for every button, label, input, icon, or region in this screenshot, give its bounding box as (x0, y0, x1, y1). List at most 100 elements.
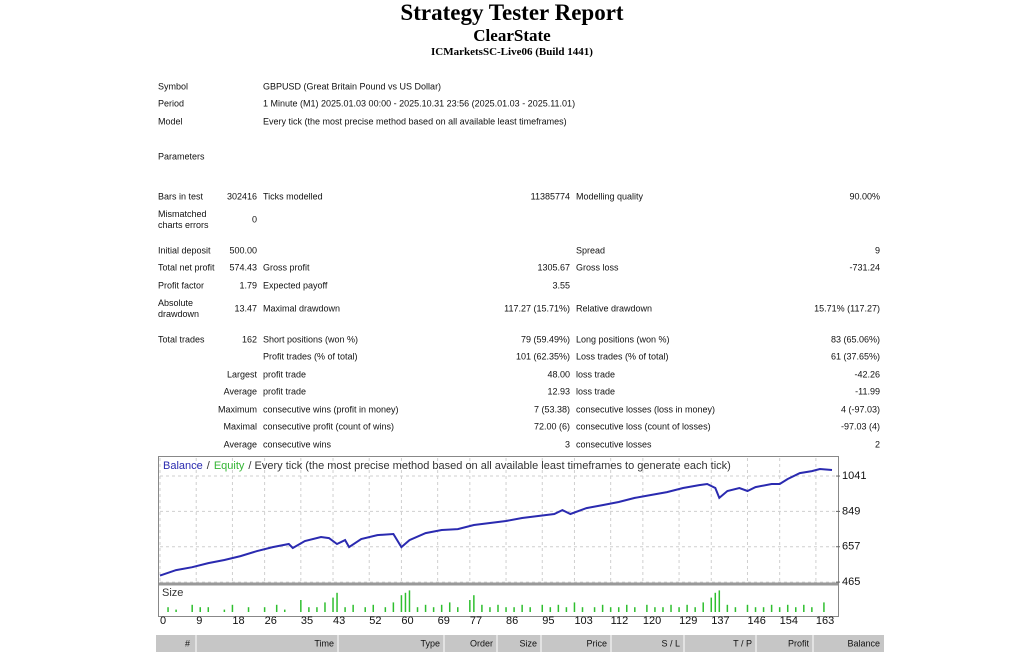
x-tick-label: 52 (369, 615, 381, 627)
stat-value: 79 (59.49%) (520, 334, 570, 345)
stat-value: 1305.67 (537, 262, 570, 273)
report-title: Strategy Tester Report (400, 0, 624, 25)
stat-label: loss trade (576, 386, 616, 397)
size-bar (601, 604, 604, 612)
size-bar (316, 607, 318, 612)
size-bar (505, 607, 507, 612)
size-bar (593, 607, 596, 612)
size-bar (324, 602, 326, 612)
size-bar (392, 602, 395, 612)
server-name: ICMarketsSC-Live06 (Build 1441) (431, 46, 593, 58)
stat-label: consecutive profit (count of wins) (263, 421, 395, 432)
size-bar (529, 607, 531, 612)
stat-value: 3.55 (552, 280, 570, 291)
size-bar (231, 604, 234, 612)
size-bar (332, 597, 334, 612)
size-bar (565, 607, 568, 612)
size-bar (714, 592, 717, 612)
size-bar (352, 604, 354, 612)
stat-value: 4 (-97.03) (840, 404, 880, 415)
size-bar (734, 607, 737, 612)
size-bar (247, 607, 250, 612)
x-tick-label: 103 (574, 615, 592, 627)
size-bar (670, 604, 672, 612)
x-tick-label: 163 (816, 615, 834, 627)
size-bar (557, 604, 560, 612)
stat-value: 13.47 (234, 303, 257, 314)
stat-value: 15.71% (117.27) (814, 303, 880, 314)
stat-label: consecutive losses (loss in money) (576, 404, 716, 415)
size-bar (762, 607, 765, 612)
stat-label: Initial deposit (158, 245, 211, 256)
stat-label: consecutive wins (profit in money) (263, 404, 399, 415)
size-bar (175, 609, 177, 612)
size-bar (167, 607, 169, 612)
x-tick-label: 9 (196, 615, 202, 627)
stat-label: Modelling quality (576, 191, 644, 202)
table-header-cell: Size (519, 638, 537, 648)
size-bar (646, 604, 648, 612)
stat-value: -11.99 (855, 386, 880, 397)
table-header-cell: T / P (733, 638, 752, 648)
stat-value: 0 (251, 214, 257, 225)
stat-label: Ticks modelled (263, 191, 323, 202)
size-bar (457, 607, 459, 612)
size-bar (702, 602, 704, 612)
y-tick-label: 657 (842, 541, 860, 553)
info-label: Model (158, 116, 183, 127)
size-bar (432, 607, 435, 612)
info-value: Every tick (the most precise method base… (263, 116, 567, 127)
stat-label: consecutive wins (263, 439, 332, 450)
size-bar (448, 602, 451, 612)
size-bar (710, 597, 713, 612)
x-tick-label: 95 (542, 615, 554, 627)
info-label: Symbol (158, 81, 189, 92)
stat-label: Spread (576, 245, 606, 256)
size-bar (424, 604, 427, 612)
x-tick-label: 120 (643, 615, 661, 627)
stat-label: loss trade (576, 369, 616, 380)
stat-value: -731.24 (849, 262, 880, 273)
stat-value: -42.26 (854, 369, 880, 380)
size-bar (678, 607, 680, 612)
size-bar (541, 604, 544, 612)
size-bar (497, 604, 499, 612)
stat-label: Profit factor (158, 280, 205, 291)
stat-label: Loss trades (% of total) (576, 351, 669, 362)
size-bar (573, 602, 576, 612)
legend-equity: Equity (214, 460, 245, 472)
size-bar (473, 595, 475, 612)
y-tick-label: 1041 (842, 470, 866, 482)
stat-value: 12.93 (547, 386, 570, 397)
stat-value: 117.27 (15.71%) (504, 303, 570, 314)
size-bar (634, 607, 636, 612)
stat-value: Maximum (217, 404, 257, 415)
table-header-cell: # (185, 638, 190, 648)
x-tick-label: 26 (265, 615, 277, 627)
legend-model: / Every tick (the most precise method ba… (248, 460, 730, 472)
x-tick-label: 60 (401, 615, 413, 627)
x-tick-label: 129 (679, 615, 697, 627)
size-bar (746, 604, 749, 612)
y-tick-label: 465 (842, 576, 860, 588)
size-bar (283, 609, 286, 612)
stat-value: Average (223, 386, 257, 397)
stat-value: 48.00 (547, 369, 570, 380)
stat-label: Short positions (won %) (263, 334, 359, 345)
stat-label: Absolute drawdown (158, 298, 200, 319)
size-bar (823, 602, 825, 612)
table-header-cell: Price (586, 638, 607, 648)
x-tick-label: 154 (780, 615, 798, 627)
size-bar (617, 607, 620, 612)
stat-label: consecutive loss (count of losses) (576, 421, 711, 432)
table-header-cell: Order (470, 638, 493, 648)
stat-label: Mismatched charts errors (158, 209, 209, 230)
stat-value: 7 (53.38) (533, 404, 570, 415)
size-bar (404, 592, 407, 612)
y-tick-label: 849 (842, 505, 860, 517)
size-bar (481, 604, 483, 612)
stat-value: 90.00% (849, 191, 880, 202)
stat-value: 83 (65.06%) (830, 334, 880, 345)
size-bar (416, 607, 419, 612)
x-tick-label: 77 (470, 615, 482, 627)
